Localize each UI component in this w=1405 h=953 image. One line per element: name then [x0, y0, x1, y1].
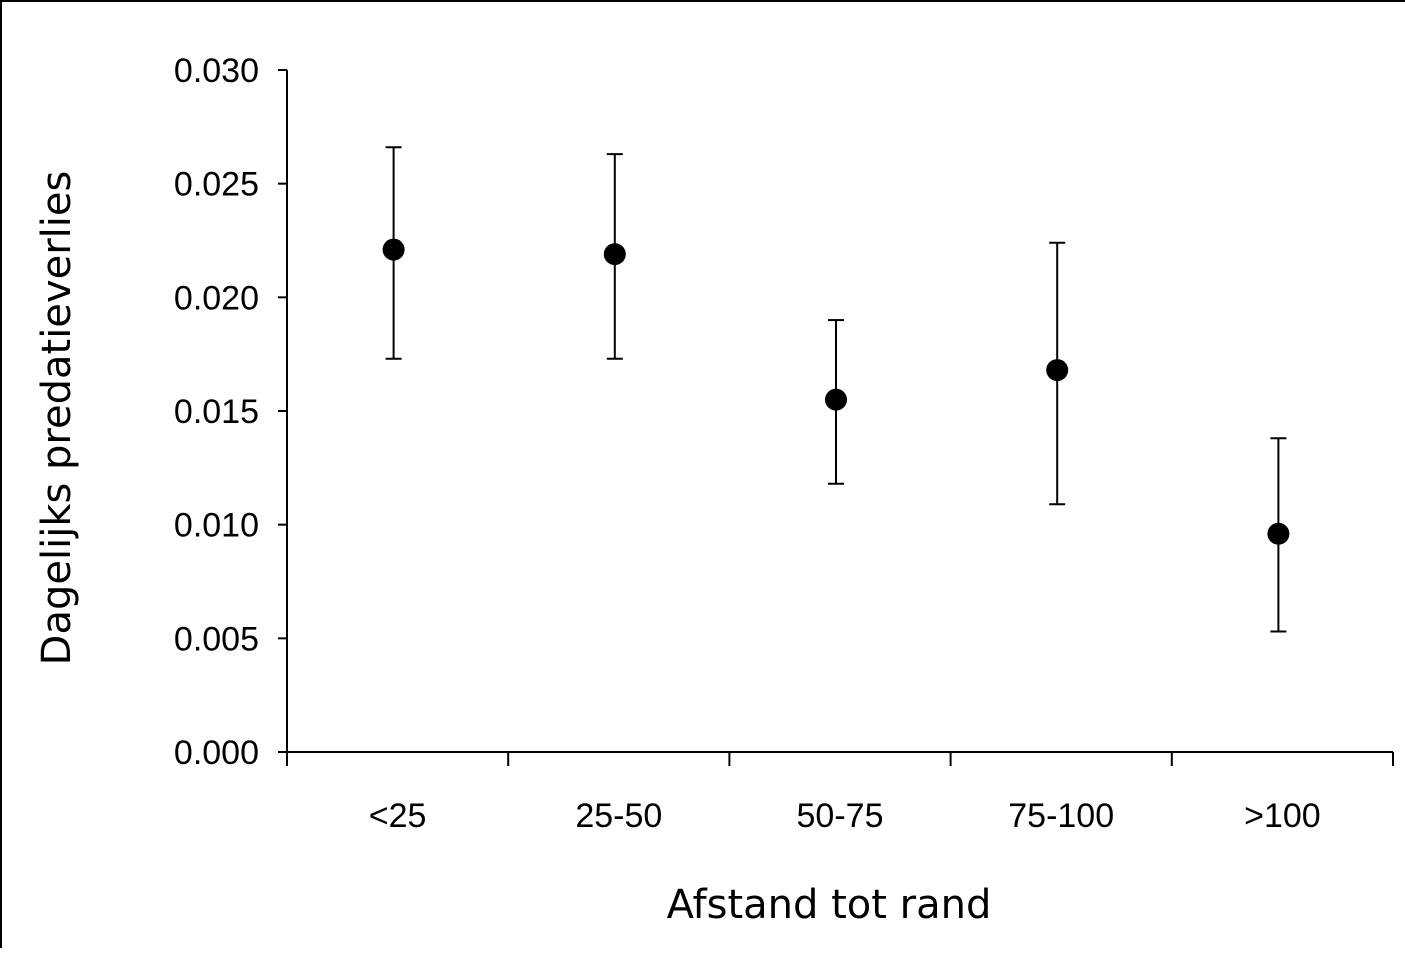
- y-tick-label: 0.010: [174, 507, 259, 545]
- y-axis: 0.000 0.005 0.010 0.015 0.020 0.025 0.030: [174, 52, 288, 772]
- x-tick-label: >100: [1244, 797, 1321, 835]
- x-axis-title: Afstand tot rand: [667, 882, 992, 928]
- data-point: [603, 243, 626, 266]
- x-tick-label: 25-50: [575, 797, 662, 835]
- x-tick-label: 75-100: [1008, 797, 1114, 835]
- y-tick-label: 0.005: [174, 620, 259, 658]
- data-marks: [382, 146, 1290, 633]
- x-tick-label: <25: [369, 797, 427, 835]
- data-point: [1267, 522, 1290, 545]
- data-point: [1046, 359, 1069, 382]
- data-point: [825, 388, 847, 411]
- x-tick-label: 50-75: [797, 797, 884, 835]
- y-tick-label: 0.015: [174, 393, 259, 431]
- y-tick-label: 0.030: [174, 52, 259, 90]
- y-tick-label: 0.025: [174, 166, 259, 204]
- x-axis: <25 25-50 50-75 75-100 >100: [286, 751, 1394, 835]
- y-tick-label: 0.020: [174, 279, 259, 317]
- y-tick-label: 0.000: [174, 734, 259, 772]
- data-point: [382, 238, 405, 261]
- y-axis-title: Dagelijks predatieverlies: [34, 171, 80, 666]
